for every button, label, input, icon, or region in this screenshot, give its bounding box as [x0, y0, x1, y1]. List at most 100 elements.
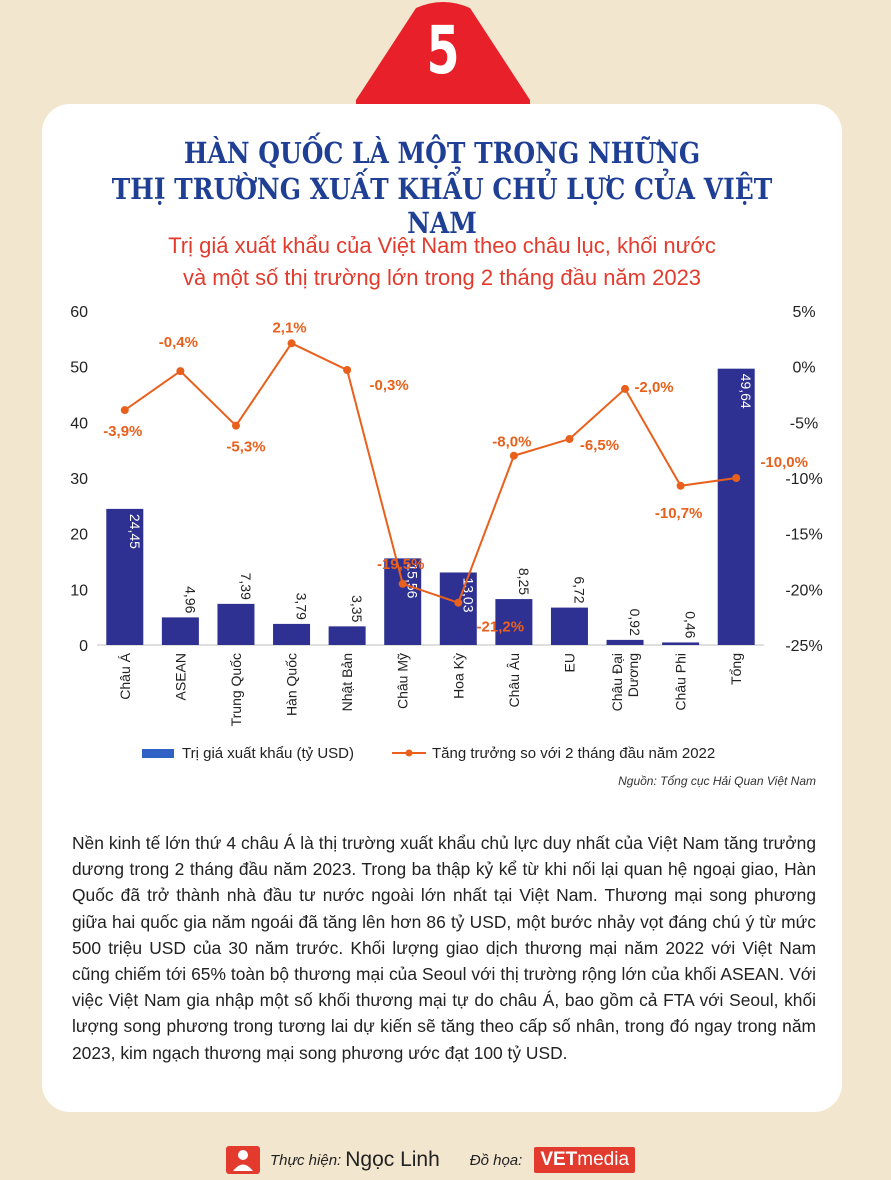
- growth-value-label: -6,5%: [580, 437, 619, 454]
- person-icon: [226, 1146, 260, 1174]
- category-label: Châu Đại: [609, 653, 625, 711]
- bar: [606, 639, 644, 645]
- right-axis-tick: -25%: [785, 638, 822, 655]
- bar-value-label: 24,45: [127, 514, 143, 549]
- growth-value-label: -8,0%: [492, 434, 531, 451]
- bar-value-label: 49,64: [738, 374, 754, 409]
- bar: [273, 623, 311, 645]
- vetmedia-logo: VETmedia: [534, 1147, 636, 1173]
- body-paragraph: Nền kinh tế lớn thứ 4 châu Á là thị trườ…: [72, 833, 816, 1063]
- growth-value-label: -10,0%: [760, 454, 808, 471]
- growth-value-label: -21,2%: [477, 619, 525, 636]
- bar: [550, 607, 588, 645]
- category-label: Dương: [625, 653, 641, 697]
- category-label: Tổng: [728, 653, 744, 685]
- bar-value-label: 7,39: [238, 573, 254, 600]
- growth-point: [621, 384, 630, 393]
- growth-value-label: -10,7%: [655, 505, 703, 522]
- legend-line-label: Tăng trưởng so với 2 tháng đầu năm 2022: [432, 744, 716, 762]
- category-label: Nhật Bản: [339, 653, 355, 711]
- bar-value-label: 6,72: [571, 576, 587, 603]
- bar: [662, 642, 700, 645]
- left-axis-tick: 20: [70, 527, 88, 544]
- left-axis-tick: 10: [70, 582, 88, 599]
- legend-bar-swatch: [142, 748, 174, 758]
- right-axis-tick: -10%: [785, 471, 822, 488]
- category-label: Hoa Kỳ: [450, 653, 466, 699]
- growth-point: [454, 598, 463, 607]
- growth-value-label: -0,3%: [370, 377, 409, 394]
- section-number-badge: 5: [356, 0, 530, 108]
- left-axis-tick: 30: [70, 471, 88, 488]
- growth-point: [231, 421, 240, 430]
- logo-bold: VET: [540, 1149, 578, 1170]
- headline-line-2: THỊ TRƯỜNG XUẤT KHẨU CHỦ LỰC CỦA VIỆT NA…: [111, 172, 773, 240]
- growth-point: [120, 406, 129, 415]
- chart-title-line-2: và một số thị trường lớn trong 2 tháng đ…: [182, 265, 702, 290]
- category-label: Châu Mỹ: [395, 653, 411, 709]
- bar: [106, 508, 144, 645]
- left-axis-tick: 0: [79, 638, 88, 655]
- content-card: HÀN QUỐC LÀ MỘT TRONG NHỮNG THỊ TRƯỜNG X…: [42, 104, 842, 1112]
- right-axis-tick: 5%: [792, 304, 815, 321]
- bar-value-label: 4,96: [182, 586, 198, 613]
- category-label: Hàn Quốc: [284, 653, 300, 716]
- bar: [717, 368, 755, 645]
- bar-value-label: 8,25: [516, 568, 532, 595]
- chart-title-line-1: Trị giá xuất khẩu của Việt Nam theo châu…: [168, 233, 716, 258]
- headline-line-1: HÀN QUỐC LÀ MỘT TRONG NHỮNG: [183, 136, 701, 170]
- combo-chart: 0 10 20 30 40 50 60 -25% -20% -15% -10% -5% 0% 5% 24,4…: [70, 304, 822, 726]
- badge-shape: [356, 2, 530, 108]
- bar-value-label: 3,79: [294, 593, 310, 620]
- legend-line-entry: Tăng trưởng so với 2 tháng đầu năm 2022: [392, 742, 715, 764]
- right-axis-tick: 0%: [792, 360, 815, 377]
- design-role: Đồ họa:: [469, 1151, 523, 1169]
- growth-point: [343, 366, 352, 375]
- growth-value-label: -19,5%: [377, 556, 425, 573]
- bar-value-label: 0,46: [683, 611, 699, 638]
- growth-value-label: -0,4%: [159, 334, 198, 351]
- left-axis-tick: 40: [70, 415, 88, 432]
- category-label: EU: [561, 653, 577, 672]
- right-axis-tick: -15%: [785, 527, 822, 544]
- category-label: ASEAN: [172, 653, 188, 700]
- bar: [161, 617, 199, 645]
- category-label: Trung Quốc: [228, 653, 244, 726]
- left-axis-tick: 50: [70, 360, 88, 377]
- growth-point: [676, 481, 685, 490]
- right-axis-tick: -20%: [785, 582, 822, 599]
- bar-value-label: 15,56: [405, 563, 421, 598]
- bar-value-label: 3,35: [349, 595, 365, 622]
- category-label: Châu Phi: [673, 653, 689, 711]
- legend-bar-label: Trị giá xuất khẩu (tỷ USD): [182, 744, 354, 762]
- bar: [384, 558, 422, 645]
- category-label: Châu Á: [117, 652, 133, 699]
- bar: [495, 599, 533, 645]
- left-axis-tick: 60: [70, 304, 88, 321]
- source-note: Nguồn: Tổng cục Hải Quan Việt Nam: [618, 774, 816, 788]
- growth-value-label: -2,0%: [634, 379, 673, 396]
- bar: [217, 603, 255, 645]
- author-role: Thực hiện:: [270, 1151, 342, 1169]
- bar-value-label: 0,92: [627, 609, 643, 636]
- logo-light: media: [577, 1149, 630, 1170]
- growth-point: [732, 474, 741, 482]
- legend-line-swatch: [392, 749, 426, 757]
- growth-value-label: -5,3%: [226, 439, 265, 456]
- growth-line: [124, 342, 737, 604]
- section-number: 5: [426, 12, 460, 89]
- bar: [439, 572, 477, 645]
- bar-value-label: 13,03: [460, 577, 476, 612]
- author-name: Ngọc Linh: [345, 1148, 440, 1171]
- growth-point: [509, 451, 518, 460]
- growth-point: [565, 435, 574, 444]
- right-axis-tick: -5%: [790, 415, 818, 432]
- growth-value-label: -3,9%: [103, 423, 142, 440]
- growth-value-label: 2,1%: [272, 319, 306, 336]
- growth-point: [176, 367, 185, 376]
- legend-bar-entry: Trị giá xuất khẩu (tỷ USD): [142, 742, 354, 764]
- growth-point: [287, 339, 296, 348]
- growth-point: [398, 579, 407, 588]
- category-label: Châu Âu: [506, 653, 522, 707]
- footer-credits: Thực hiện: Ngọc Linh Đồ họa: VETmedia: [226, 1140, 636, 1180]
